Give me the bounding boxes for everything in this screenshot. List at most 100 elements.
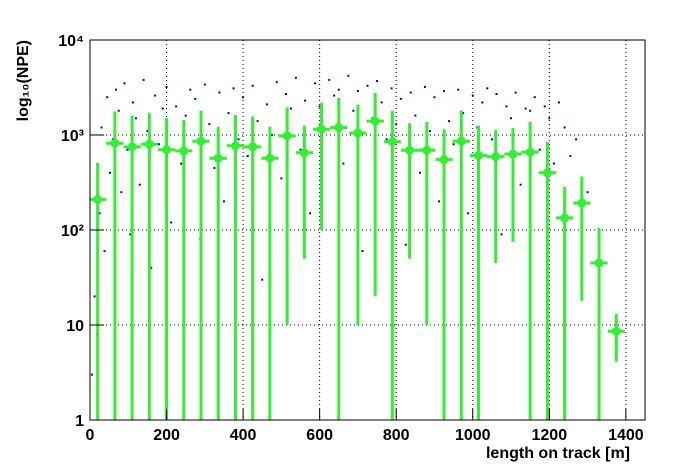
profile-point xyxy=(387,137,397,147)
scatter-point xyxy=(543,105,546,108)
profile-point xyxy=(144,139,154,149)
scatter-point xyxy=(366,84,369,87)
profile-point xyxy=(456,136,466,146)
scatter-point xyxy=(134,117,137,120)
x-tick-label: 0 xyxy=(86,427,95,444)
scatter-point xyxy=(90,373,93,376)
scatter-point xyxy=(218,91,221,94)
scatter-point xyxy=(557,101,560,104)
scatter-point xyxy=(328,78,331,81)
profile-point xyxy=(353,128,363,138)
profile-point xyxy=(439,155,449,165)
profile-point xyxy=(491,152,501,162)
profile-point xyxy=(594,258,604,268)
scatter-point xyxy=(157,143,160,146)
scatter-point xyxy=(575,138,578,141)
profile-point xyxy=(525,147,535,157)
scatter-point xyxy=(294,76,297,79)
y-tick-label: 10 xyxy=(66,318,84,335)
y-tick-label: 10⁴ xyxy=(58,33,84,50)
profile-point xyxy=(213,153,223,163)
scatter-point xyxy=(170,221,173,224)
scatter-point xyxy=(519,183,522,186)
scatter-point xyxy=(390,87,393,90)
scatter-point xyxy=(117,109,120,112)
scatter-point xyxy=(222,200,225,203)
profile-point xyxy=(334,122,344,132)
plot-area xyxy=(90,74,625,420)
profile-point xyxy=(196,136,206,146)
scatter-point xyxy=(100,126,103,129)
x-tick-label: 200 xyxy=(153,427,180,444)
scatter-point xyxy=(203,83,206,86)
scatter-point xyxy=(131,101,134,104)
scatter-point xyxy=(246,155,249,158)
scatter-point xyxy=(376,80,379,83)
profile-point xyxy=(93,194,103,204)
scatter-point xyxy=(495,93,498,96)
x-tick-label: 1000 xyxy=(455,427,491,444)
scatter-point xyxy=(438,200,441,203)
x-axis-title: length on track [m] xyxy=(486,445,630,462)
y-tick-label: 10³ xyxy=(61,128,84,145)
x-tick-label: 1400 xyxy=(608,427,644,444)
scatter-point xyxy=(318,105,321,108)
scatter-point xyxy=(385,138,388,141)
profile-point xyxy=(422,145,432,155)
scatter-point xyxy=(563,126,566,129)
scatter-point xyxy=(395,123,398,126)
profile-point xyxy=(577,198,587,208)
scatter-point xyxy=(380,101,383,104)
scatter-point xyxy=(165,86,168,89)
scatter-point xyxy=(538,148,541,151)
scatter-point xyxy=(275,81,278,84)
scatter-point xyxy=(138,183,141,186)
profile-point xyxy=(162,145,172,155)
scatter-point xyxy=(261,278,264,281)
scatter-point xyxy=(280,177,283,180)
scatter-point xyxy=(462,112,465,115)
scatter-point xyxy=(120,191,123,194)
scatter-point xyxy=(265,103,268,106)
scatter-point xyxy=(129,233,132,236)
scatter-point xyxy=(314,82,317,85)
scatter-point xyxy=(569,155,572,158)
scatter-point xyxy=(227,112,230,115)
scatter-point xyxy=(270,134,273,136)
scatter-point xyxy=(175,105,178,108)
scatter-point xyxy=(361,250,364,253)
scatter-point xyxy=(108,171,111,174)
scatter-point xyxy=(189,88,192,91)
scatter-point xyxy=(529,109,532,112)
scatter-point xyxy=(490,138,493,141)
scatter-point xyxy=(414,114,417,117)
scatter-point xyxy=(256,120,259,123)
profile-point xyxy=(474,150,483,160)
scatter-point xyxy=(299,148,302,151)
scatter-point xyxy=(103,250,106,253)
profile-point xyxy=(282,131,292,141)
scatter-point xyxy=(126,148,129,151)
scatter-point xyxy=(514,91,517,94)
profile-point xyxy=(248,142,258,152)
y-axis-title: log₁₀(NPE) xyxy=(15,40,32,121)
scatter-point xyxy=(213,166,216,169)
scatter-point xyxy=(337,88,340,91)
scatter-point xyxy=(284,93,287,96)
scatter-point xyxy=(471,94,474,97)
profile-point xyxy=(508,149,518,159)
scatter-point xyxy=(251,84,254,87)
scatter-point xyxy=(180,162,183,165)
profile-point xyxy=(179,146,189,156)
scatter-point xyxy=(98,212,101,215)
scatter-point xyxy=(510,117,513,120)
profile-point xyxy=(127,142,137,152)
scatter-point xyxy=(115,88,118,91)
scatter-point xyxy=(423,86,426,89)
scatter-point xyxy=(237,138,240,141)
axes: 0 200 400 600 800 1000 1200 1400 1 10 10² 10³ 10⁴ xyxy=(58,33,643,444)
scatter-point xyxy=(93,295,96,298)
scatter-point xyxy=(548,117,551,120)
scatter-point xyxy=(333,94,336,97)
